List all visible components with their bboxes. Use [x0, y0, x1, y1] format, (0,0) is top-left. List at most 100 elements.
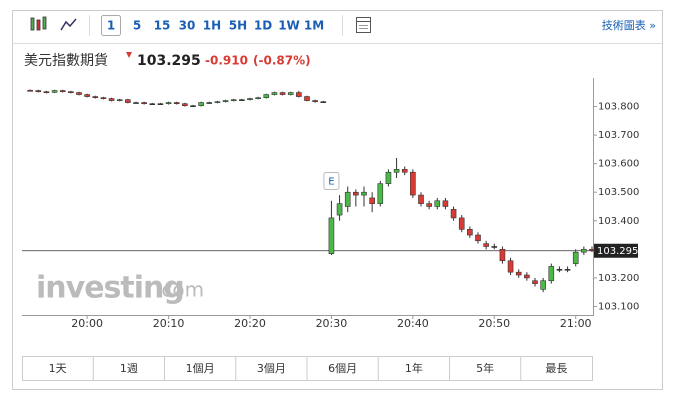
candle-body — [556, 269, 563, 271]
candle-body — [312, 100, 318, 102]
x-tick-label: 20:30 — [316, 317, 348, 330]
x-tick-label: 20:00 — [71, 317, 103, 330]
candle-body — [589, 249, 595, 252]
candle-body — [206, 102, 213, 104]
candle-body — [377, 183, 384, 204]
candle-body — [393, 169, 400, 173]
technical-chart-link[interactable]: 技術圖表 » — [602, 18, 656, 32]
range-button[interactable]: 1週 — [120, 362, 138, 375]
range-button[interactable]: 3個月 — [257, 362, 286, 375]
candle-body — [133, 102, 139, 104]
y-tick-label: 103.700 — [598, 130, 639, 141]
candle-body — [304, 96, 310, 101]
interval-selected — [101, 15, 121, 36]
candle-body — [320, 101, 327, 103]
candle-body — [108, 98, 115, 101]
candle-body — [548, 266, 555, 282]
candle-body — [173, 102, 180, 104]
candle-body — [214, 101, 221, 103]
candle-body — [68, 91, 74, 94]
candle-body — [198, 102, 204, 106]
candle-body — [287, 92, 294, 95]
interval-button[interactable]: 1H — [203, 19, 221, 33]
candle-body — [76, 92, 82, 95]
candle-body — [336, 203, 343, 216]
range-button[interactable]: 最長 — [545, 362, 567, 375]
candle-body — [515, 271, 522, 276]
candle-body — [157, 103, 164, 105]
candle-body — [385, 171, 392, 184]
candle-body — [149, 103, 156, 105]
y-tick-label: 103.100 — [598, 301, 639, 312]
interval-button[interactable]: 30 — [179, 19, 196, 33]
range-button[interactable]: 1年 — [405, 361, 423, 375]
candle-body — [247, 98, 253, 101]
candle-body — [35, 90, 42, 93]
candle-body — [418, 194, 424, 204]
candle-body — [141, 102, 147, 104]
candle-body — [27, 89, 33, 92]
event-label[interactable]: E — [328, 177, 334, 188]
candle-body — [442, 200, 449, 207]
candle-body — [263, 94, 270, 99]
last-value-label: 103.295 — [597, 246, 638, 257]
widget-frame — [12, 10, 663, 390]
watermark: investing — [36, 271, 184, 306]
interval-button[interactable]: 1W — [278, 19, 300, 33]
interval-button[interactable]: 5H — [229, 19, 247, 33]
y-tick-label: 103.800 — [598, 102, 639, 113]
x-tick-label: 20:20 — [234, 317, 266, 330]
candle-body — [43, 91, 50, 94]
range-button[interactable]: 1個月 — [186, 362, 215, 375]
candle-body — [230, 99, 237, 102]
candle-icon[interactable] — [30, 16, 47, 31]
candle-body — [182, 103, 188, 106]
candle-body — [222, 100, 229, 102]
candle-body — [116, 99, 123, 102]
candle-body — [271, 92, 278, 95]
interval-button[interactable]: 1 — [107, 19, 115, 33]
range-button[interactable]: 1天 — [49, 362, 67, 375]
candle-body — [190, 105, 196, 107]
candle-body — [92, 96, 99, 99]
interval-button[interactable]: 1M — [304, 19, 324, 33]
x-tick-label: 20:50 — [478, 317, 510, 330]
interval-button[interactable]: 1D — [254, 19, 272, 33]
candle-body — [426, 203, 432, 207]
candle-body — [401, 169, 408, 173]
candle-body — [100, 97, 107, 100]
y-tick-label: 103.200 — [598, 273, 639, 284]
candle-body — [239, 99, 245, 102]
candle-body — [540, 280, 546, 290]
candle-body — [524, 274, 530, 279]
candle-body — [581, 249, 587, 253]
candle-body — [51, 90, 58, 93]
candle-body — [458, 217, 465, 230]
down-arrow — [126, 52, 132, 58]
candle-body — [84, 94, 90, 97]
price-change-percent: (-0.87%) — [253, 54, 311, 68]
line-icon[interactable] — [60, 18, 77, 31]
candle-body — [450, 209, 457, 219]
y-tick-label: 103.500 — [598, 187, 639, 198]
candle-body — [165, 102, 172, 104]
range-button[interactable]: 5年 — [476, 361, 494, 375]
x-tick-label: 21:00 — [560, 317, 592, 330]
candle-body — [296, 92, 302, 97]
candle-body — [369, 197, 375, 204]
candle-body — [564, 269, 571, 271]
instrument-name: 美元指數期貨 — [24, 52, 108, 69]
candle-body — [499, 249, 506, 262]
interval-button[interactable]: 15 — [154, 19, 171, 33]
candle-body — [475, 234, 481, 242]
candle-body — [507, 260, 514, 273]
price-change: -0.910 — [205, 54, 248, 68]
candle-body — [125, 99, 131, 103]
candle-body — [255, 97, 261, 100]
range-button[interactable]: 6個月 — [328, 362, 357, 375]
calendar-icon[interactable] — [356, 17, 371, 33]
candle-body — [483, 243, 489, 247]
event-marker[interactable] — [323, 172, 340, 190]
interval-button[interactable]: 5 — [133, 19, 141, 33]
